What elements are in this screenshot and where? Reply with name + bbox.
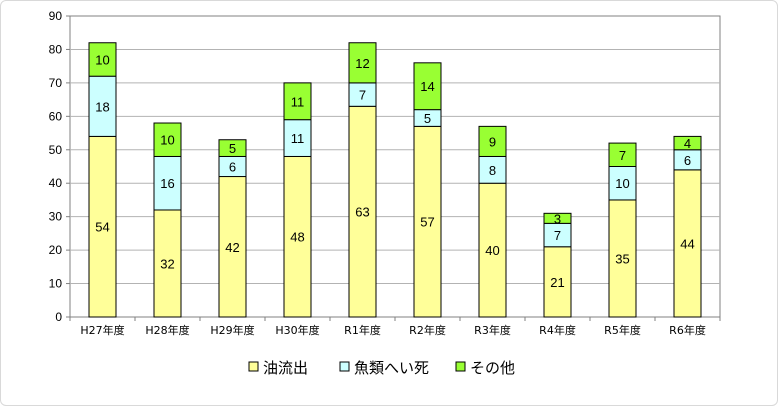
data-label: 54	[95, 220, 109, 235]
bar-segment	[413, 62, 442, 111]
y-tick-label: 90	[49, 9, 63, 23]
bar-segment	[608, 199, 637, 318]
bar-segment	[283, 82, 312, 121]
data-label: 4	[684, 136, 691, 151]
data-label: 6	[229, 160, 236, 175]
x-tick-label: R3年度	[474, 323, 511, 337]
bar-segment	[153, 122, 182, 157]
y-tick-label: 20	[49, 243, 63, 257]
y-tick-label: 50	[49, 143, 63, 157]
data-label: 44	[680, 236, 694, 251]
data-label: 10	[95, 52, 109, 67]
bar-segment	[478, 182, 507, 318]
bar-segment	[348, 105, 377, 318]
data-label: 8	[489, 163, 496, 178]
x-tick-label: R2年度	[409, 323, 446, 337]
data-label: 5	[424, 111, 431, 126]
data-label: 32	[160, 256, 174, 271]
data-label: 16	[160, 176, 174, 191]
bar-segment	[283, 155, 312, 318]
bar-segment	[673, 135, 702, 151]
x-tick-label: R4年度	[539, 323, 576, 337]
y-tick-label: 30	[49, 210, 63, 224]
legend-label: 油流出	[263, 359, 308, 377]
legend-swatch	[339, 361, 350, 372]
bar-segment	[543, 212, 572, 224]
y-tick-label: 10	[49, 277, 63, 291]
legend-label: その他	[470, 359, 515, 377]
data-label: 7	[554, 228, 561, 243]
bar-segment	[478, 125, 507, 157]
y-tick-label: 40	[49, 176, 63, 190]
data-label: 10	[615, 176, 629, 191]
y-tick-label: 0	[55, 310, 62, 324]
legend-swatch	[455, 361, 466, 372]
data-label: 10	[160, 133, 174, 148]
data-label: 40	[485, 243, 499, 258]
data-label: 5	[229, 141, 236, 156]
data-label: 12	[355, 56, 369, 71]
bar-segment	[348, 42, 377, 84]
x-tick-label: R1年度	[344, 323, 381, 337]
x-tick-label: H29年度	[210, 323, 254, 337]
data-label: 9	[489, 134, 496, 149]
bar-segment	[673, 169, 702, 318]
data-label: 42	[225, 240, 239, 255]
data-label: 11	[291, 131, 305, 146]
y-tick-label: 70	[49, 76, 63, 90]
y-tick-label: 80	[49, 42, 63, 56]
bar-segment	[153, 155, 182, 211]
data-label: 11	[291, 94, 305, 109]
data-label: 57	[420, 215, 434, 230]
bar-segment	[218, 176, 247, 318]
legend-swatch	[248, 361, 259, 372]
x-tick-label: H30年度	[275, 323, 319, 337]
data-label: 21	[550, 275, 564, 290]
data-label: 6	[684, 153, 691, 168]
data-label: 63	[355, 205, 369, 220]
data-label: 35	[615, 251, 629, 266]
x-tick-label: R5年度	[604, 323, 641, 337]
data-label: 48	[290, 230, 304, 245]
bar-segment	[218, 139, 247, 157]
data-label: 14	[420, 79, 434, 94]
y-tick-label: 60	[49, 109, 63, 123]
x-tick-label: H28年度	[145, 323, 189, 337]
bar-segment	[608, 142, 637, 167]
data-label: 3	[554, 211, 561, 226]
bar-segment	[413, 125, 442, 318]
x-tick-label: H27年度	[80, 323, 124, 337]
bar-segment	[283, 119, 312, 157]
data-label: 7	[619, 148, 626, 163]
x-tick-label: R6年度	[669, 323, 706, 337]
data-label: 7	[359, 88, 366, 103]
data-label: 18	[95, 99, 109, 114]
bar-segment	[88, 42, 117, 77]
legend-label: 魚類へい死	[354, 359, 429, 377]
